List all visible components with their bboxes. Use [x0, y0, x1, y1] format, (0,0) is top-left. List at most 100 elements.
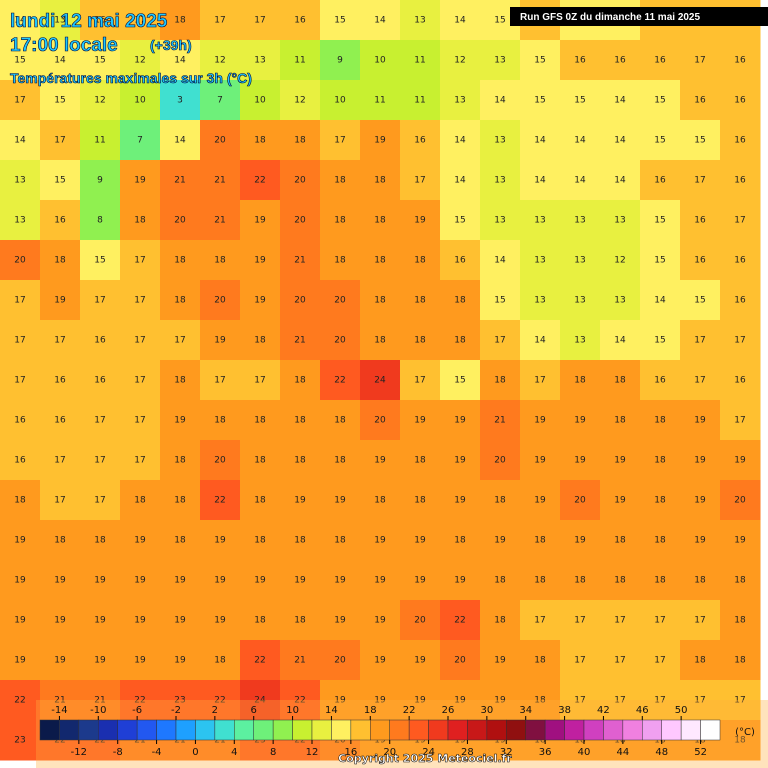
cell-color: [280, 640, 321, 681]
legend-swatch: [98, 719, 118, 741]
grid-cell: 18: [280, 120, 321, 161]
cell-value: 18: [414, 256, 426, 266]
cell-value: 20: [734, 496, 746, 506]
grid-cell: 19: [680, 480, 721, 521]
cell-value: 8: [97, 216, 103, 226]
cell-value: 18: [134, 496, 146, 506]
cell-value: 16: [14, 456, 26, 466]
cell-color: [720, 520, 761, 561]
legend-label: -4: [152, 747, 162, 758]
cell-value: 16: [94, 336, 106, 346]
cell-value: 18: [454, 536, 466, 546]
cell-value: 18: [414, 496, 426, 506]
grid-cell: 15: [0, 40, 41, 81]
cell-value: 22: [214, 496, 225, 506]
cell-color: [200, 320, 241, 361]
cell-value: 13: [614, 296, 625, 306]
cell-color: [120, 120, 161, 161]
grid-cell: 7: [120, 120, 161, 161]
legend-label: -6: [132, 705, 142, 716]
cell-value: 19: [174, 616, 186, 626]
cell-color: [160, 480, 201, 521]
cell-value: 11: [414, 56, 425, 66]
grid-cell: 14: [440, 120, 481, 161]
cell-color: [640, 280, 681, 321]
cell-color: [240, 80, 281, 121]
cell-value: 19: [174, 576, 186, 586]
grid-cell: 19: [680, 520, 721, 561]
grid-cell: 17: [0, 280, 41, 321]
cell-color: [520, 200, 561, 241]
cell-value: 15: [454, 376, 465, 386]
grid-cell: 15: [640, 200, 681, 241]
cell-color: [400, 240, 441, 281]
cell-value: 14: [14, 136, 26, 146]
cell-color: [240, 120, 281, 161]
cell-value: 18: [174, 256, 186, 266]
cell-color: [400, 160, 441, 201]
cell-color: [280, 600, 321, 641]
cell-color: [320, 160, 361, 201]
cell-color: [280, 560, 321, 601]
cell-value: 19: [254, 256, 266, 266]
cell-value: 10: [334, 96, 346, 106]
grid-cell: 16: [720, 280, 761, 321]
grid-cell: 19: [120, 160, 161, 201]
cell-value: 17: [534, 616, 545, 626]
cell-value: 19: [54, 656, 66, 666]
grid-cell: 19: [560, 400, 601, 441]
grid-cell: 15: [680, 120, 721, 161]
cell-color: [240, 600, 281, 641]
cell-color: [120, 200, 161, 241]
cell-color: [240, 160, 281, 201]
grid-cell: 19: [520, 440, 561, 481]
grid-cell: 16: [720, 120, 761, 161]
cell-value: 19: [534, 496, 546, 506]
cell-color: [320, 600, 361, 641]
cell-value: 19: [414, 416, 426, 426]
cell-value: 19: [614, 456, 626, 466]
cell-value: 18: [614, 536, 626, 546]
grid-cell: 18: [520, 560, 561, 601]
cell-color: [640, 680, 681, 721]
grid-cell: 14: [600, 80, 641, 121]
cell-value: 18: [494, 496, 506, 506]
cell-value: 10: [254, 96, 266, 106]
cell-color: [720, 560, 761, 601]
cell-value: 18: [454, 336, 466, 346]
grid-cell: 22: [200, 680, 241, 721]
grid-cell: 12: [440, 40, 481, 81]
cell-color: [160, 240, 201, 281]
cell-color: [400, 480, 441, 521]
grid-cell: 18: [240, 520, 281, 561]
grid-cell: 14: [520, 320, 561, 361]
grid-cell: 19: [680, 400, 721, 441]
grid-cell: 13: [560, 280, 601, 321]
grid-cell: 13: [0, 200, 41, 241]
cell-color: [480, 160, 521, 201]
cell-color: [520, 240, 561, 281]
grid-cell: 16: [80, 360, 121, 401]
cell-color: [40, 640, 81, 681]
grid-cell: 18: [320, 200, 361, 241]
cell-value: 19: [374, 576, 386, 586]
grid-cell: 14: [520, 160, 561, 201]
grid-cell: 17: [600, 600, 641, 641]
grid-cell: 14: [600, 160, 641, 201]
grid-cell: 17: [600, 640, 641, 681]
cell-color: [320, 320, 361, 361]
cell-value: 19: [454, 496, 466, 506]
cell-color: [320, 560, 361, 601]
grid-cell: 17: [560, 680, 601, 721]
cell-value: 18: [694, 656, 706, 666]
cell-color: [160, 640, 201, 681]
cell-color: [240, 680, 281, 721]
cell-value: 18: [54, 256, 66, 266]
cell-value: 16: [734, 176, 746, 186]
cell-color: [280, 80, 321, 121]
legend-swatch: [253, 719, 274, 741]
cell-color: [560, 120, 601, 161]
cell-color: [440, 0, 481, 41]
cell-color: [400, 520, 441, 561]
cell-color: [160, 200, 201, 241]
